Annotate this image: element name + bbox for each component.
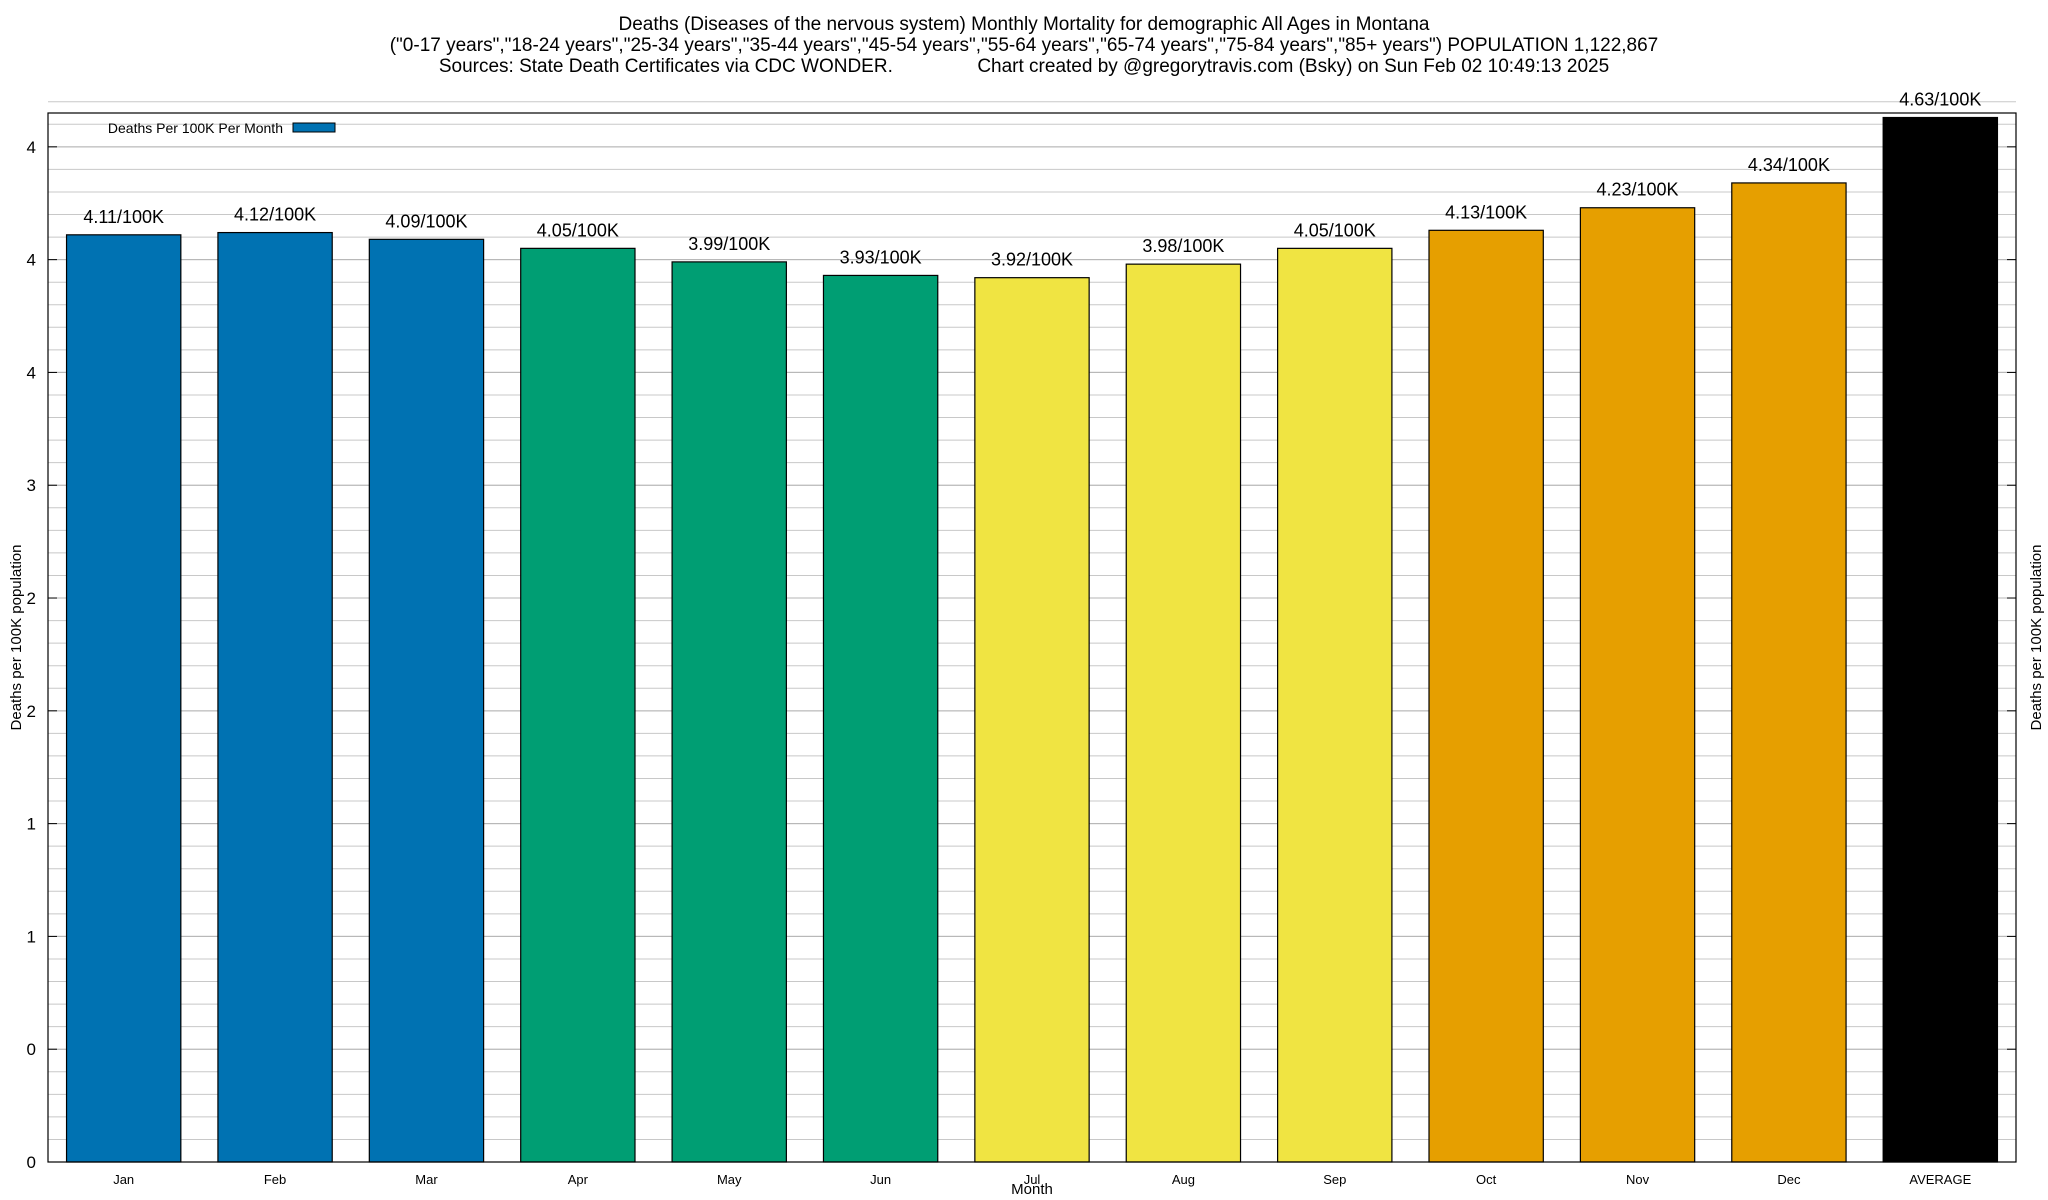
bars-layer bbox=[65, 116, 1999, 1163]
x-axis-title: Month bbox=[1011, 1181, 1053, 1198]
bar bbox=[1579, 207, 1696, 1163]
y-tick-label: 0 bbox=[27, 1153, 36, 1172]
x-tick-label: Jan bbox=[113, 1172, 134, 1187]
x-tick-label: Nov bbox=[1626, 1172, 1650, 1187]
y-tick-label: 3 bbox=[27, 476, 36, 495]
bar bbox=[1428, 229, 1544, 1163]
bar bbox=[368, 238, 485, 1163]
x-tick-label: May bbox=[717, 1172, 742, 1187]
data-label: 3.92/100K bbox=[991, 250, 1073, 270]
bar bbox=[671, 261, 787, 1163]
bar bbox=[1277, 247, 1393, 1163]
legend: Deaths Per 100K Per Month bbox=[108, 120, 336, 136]
bar bbox=[65, 234, 182, 1163]
labels-layer: 4.11/100K Jan 4.12/100K Feb 4.09/100K Mar 4.05… bbox=[83, 90, 1981, 1187]
x-tick-label: Sep bbox=[1323, 1172, 1346, 1187]
y-tick-label: 4 bbox=[27, 363, 36, 382]
y-tick-label: 1 bbox=[27, 927, 36, 946]
data-label: 4.11/100K bbox=[83, 207, 164, 227]
x-tick-label: AVERAGE bbox=[1909, 1172, 1971, 1187]
x-tick-label: Jul bbox=[1024, 1172, 1041, 1187]
y-tick-label: 2 bbox=[27, 702, 36, 721]
bar bbox=[1125, 263, 1242, 1163]
y-axis-title: Deaths per 100K population bbox=[8, 545, 25, 731]
x-tick-label: Jun bbox=[870, 1172, 891, 1187]
bar bbox=[217, 231, 333, 1163]
bar bbox=[520, 247, 636, 1163]
bar bbox=[974, 277, 1090, 1163]
data-label: 3.98/100K bbox=[1142, 236, 1224, 256]
x-tick-label: Apr bbox=[568, 1172, 589, 1187]
data-label: 4.23/100K bbox=[1596, 180, 1678, 200]
data-label: 3.99/100K bbox=[688, 234, 770, 254]
data-label: 4.63/100K bbox=[1899, 90, 1981, 110]
data-label: 4.05/100K bbox=[537, 220, 619, 240]
chart-title-block: Deaths (Diseases of the nervous system) … bbox=[0, 14, 2048, 77]
x-tick-label: Aug bbox=[1172, 1172, 1195, 1187]
data-label: 4.05/100K bbox=[1294, 220, 1376, 240]
y2-axis-title: Deaths per 100K population bbox=[2028, 545, 2045, 731]
legend-entry-label: Deaths Per 100K Per Month bbox=[108, 120, 283, 136]
x-tick-label: Feb bbox=[264, 1172, 286, 1187]
chart-source-line: Sources: State Death Certificates via CD… bbox=[438, 56, 1610, 77]
data-label: 4.34/100K bbox=[1748, 155, 1830, 175]
x-tick-label: Dec bbox=[1777, 1172, 1801, 1187]
chart-title: Deaths (Diseases of the nervous system) … bbox=[618, 14, 1430, 35]
bar bbox=[822, 274, 939, 1163]
plot-frame bbox=[47, 112, 2017, 1163]
bar bbox=[1882, 116, 1999, 1163]
data-label: 3.93/100K bbox=[840, 247, 922, 267]
data-label: 4.09/100K bbox=[385, 211, 467, 231]
data-label: 4.13/100K bbox=[1445, 202, 1527, 222]
data-label: 4.12/100K bbox=[234, 205, 316, 225]
chart-subtitle: ("0-17 years","18-24 years","25-34 years… bbox=[389, 35, 1659, 56]
x-tick-label: Oct bbox=[1476, 1172, 1497, 1187]
y-tick-label: 2 bbox=[27, 589, 36, 608]
y-tick-label: 4 bbox=[27, 251, 36, 270]
legend-swatch bbox=[292, 122, 336, 133]
y-tick-label: 0 bbox=[27, 1040, 36, 1059]
x-tick-label: Mar bbox=[415, 1172, 438, 1187]
y-tick-label: 4 bbox=[27, 138, 36, 157]
y-tick-label: 1 bbox=[27, 815, 36, 834]
bar bbox=[1731, 182, 1847, 1163]
